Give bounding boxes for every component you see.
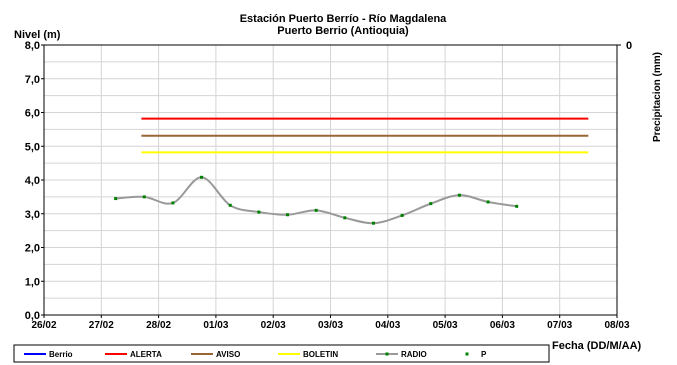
legend-swatch-marker — [465, 352, 469, 356]
x-tick-label: 02/03 — [261, 320, 286, 331]
data-point-radio — [228, 203, 232, 207]
legend-swatch-marker — [385, 352, 389, 356]
x-tick-label: 04/03 — [375, 320, 400, 331]
y-tick-label: 0,0 — [25, 310, 40, 322]
data-point-radio — [200, 175, 204, 179]
data-point-radio — [429, 202, 433, 206]
y-tick-label: 1,0 — [25, 276, 40, 288]
x-tick-label: 01/03 — [203, 320, 228, 331]
legend-label: P — [481, 350, 487, 359]
chart-subtitle: Puerto Berrio (Antioquia) — [277, 25, 409, 37]
y2-tick-label: 0 — [626, 40, 632, 52]
y-tick-label: 7,0 — [25, 74, 40, 86]
x-tick-label: 05/03 — [433, 320, 458, 331]
data-point-radio — [457, 193, 461, 197]
data-point-radio — [371, 221, 375, 225]
legend-item-berrio: Berrio — [24, 350, 73, 359]
x-tick-label: 06/03 — [490, 320, 515, 331]
x-tick-label: 03/03 — [318, 320, 343, 331]
y-tick-label: 3,0 — [25, 209, 40, 221]
x-tick-label: 28/02 — [146, 320, 171, 331]
legend-label: ALERTA — [130, 350, 162, 359]
x-tick-label: 26/02 — [31, 320, 56, 331]
legend-label: Berrio — [49, 350, 73, 359]
y-tick-label: 2,0 — [25, 243, 40, 255]
data-point-radio — [343, 216, 347, 220]
y-axis-label: Nivel (m) — [14, 29, 61, 41]
legend-label: AVISO — [216, 350, 240, 359]
data-point-radio — [114, 197, 118, 201]
y2-axis-label: Precipitacion (mm) — [652, 52, 663, 142]
series-line-radio — [115, 176, 517, 225]
data-point-radio — [171, 201, 175, 205]
data-point-radio — [486, 200, 490, 204]
chart-title: Estación Puerto Berrío - Río Magdalena — [240, 13, 447, 25]
data-point-radio — [314, 208, 318, 212]
legend-item-radio: RADIO — [376, 350, 427, 359]
legend: Berrio ALERTA AVISO BOLETIN RADIO P — [24, 350, 487, 359]
y-tick-label: 5,0 — [25, 141, 40, 153]
legend-item-boletin: BOLETIN — [278, 350, 338, 359]
data-point-radio — [515, 204, 519, 208]
legend-label: BOLETIN — [303, 350, 338, 359]
plot-area: 0,0 1,0 2,0 3,0 4,0 5,0 6,0 7,0 8,0 26/02 27/02 28/… — [25, 40, 630, 331]
y-tick-label: 4,0 — [25, 175, 40, 187]
data-point-radio — [286, 213, 290, 217]
legend-item-alerta: ALERTA — [105, 350, 162, 359]
x-tick-label: 07/03 — [547, 320, 572, 331]
x-tick-label: 08/03 — [604, 320, 629, 331]
data-point-radio — [142, 195, 146, 199]
data-point-radio — [400, 213, 404, 217]
x-tick-label: 27/02 — [89, 320, 114, 331]
legend-label: RADIO — [401, 350, 427, 359]
y-tick-label: 8,0 — [25, 40, 40, 52]
legend-item-p: P — [465, 350, 487, 359]
legend-item-aviso: AVISO — [191, 350, 240, 359]
data-point-radio — [257, 210, 261, 214]
x-axis-label: Fecha (DD/M/AA) — [552, 340, 642, 352]
y-tick-label: 6,0 — [25, 108, 40, 120]
